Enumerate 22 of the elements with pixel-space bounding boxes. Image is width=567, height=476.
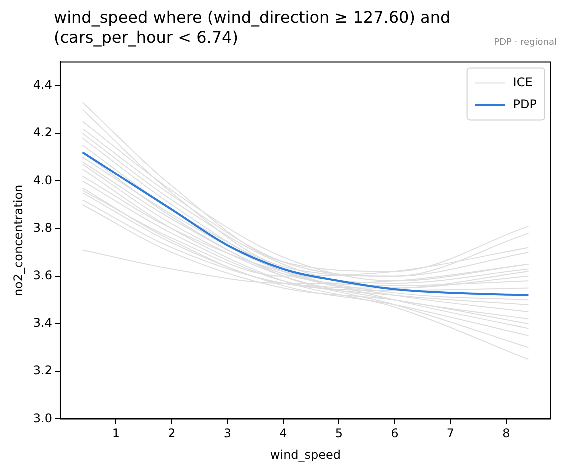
y-tick-label: 3.8 [33, 220, 52, 235]
x-tick-label: 2 [168, 426, 176, 441]
chart-subtitle: PDP · regional [494, 38, 558, 48]
x-tick-label: 4 [280, 426, 288, 441]
x-tick-label: 6 [391, 426, 399, 441]
chart-title: wind_speed where (wind_direction ≥ 127.60) and (cars_per_hour < 6.74) [54, 8, 452, 48]
y-tick-label: 4.2 [33, 126, 52, 140]
y-tick-label: 3.6 [33, 268, 52, 283]
y-tick-label: 3.2 [33, 364, 52, 378]
x-tick-label: 5 [335, 426, 344, 441]
y-tick-label: 4.4 [33, 78, 52, 92]
y-tick-label: 3.4 [33, 316, 52, 330]
x-tick-label: 8 [502, 426, 510, 441]
legend-label: PDP [513, 97, 538, 112]
y-axis-title: no2_concentration [11, 184, 26, 297]
x-tick-label: 1 [112, 426, 120, 441]
x-axis-title: wind_speed [270, 448, 342, 462]
legend-label: ICE [513, 75, 533, 90]
x-tick-label: 7 [446, 426, 454, 441]
x-tick-label: 3 [224, 426, 232, 441]
y-tick-label: 4.0 [33, 173, 52, 188]
y-tick-label: 3.0 [33, 411, 52, 426]
